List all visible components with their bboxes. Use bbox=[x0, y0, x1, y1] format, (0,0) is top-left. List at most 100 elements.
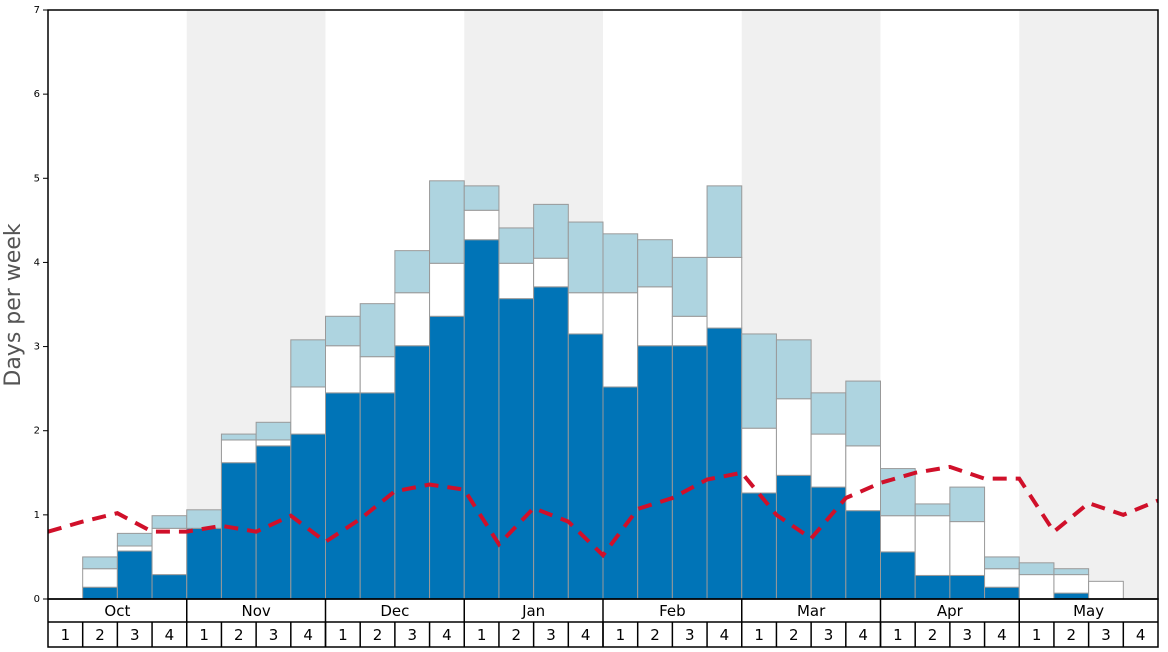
bar-segment bbox=[949, 521, 986, 576]
x-tick-label: 1 bbox=[754, 626, 764, 644]
bar-segment bbox=[706, 185, 743, 258]
bar-segment bbox=[325, 392, 361, 600]
bar-segment bbox=[498, 298, 535, 600]
x-tick-label: 2 bbox=[373, 626, 383, 644]
bar-segment bbox=[463, 209, 500, 241]
x-tick-label: 1 bbox=[1032, 626, 1042, 644]
x-tick-label: 4 bbox=[165, 626, 175, 644]
bar-segment bbox=[186, 509, 222, 529]
x-tick-label: 1 bbox=[893, 626, 903, 644]
month-label: Feb bbox=[659, 602, 686, 620]
bar-segment bbox=[984, 586, 1020, 600]
bar-segment bbox=[116, 545, 153, 552]
y-tick-label: 3 bbox=[34, 342, 40, 353]
x-tick-label: 1 bbox=[338, 626, 348, 644]
bar-segment bbox=[741, 333, 777, 429]
bar-segment bbox=[810, 486, 847, 600]
y-tick-label: 5 bbox=[34, 173, 40, 184]
bar-segment bbox=[151, 527, 188, 576]
x-tick-label: 1 bbox=[61, 626, 71, 644]
bar-segment bbox=[984, 568, 1020, 588]
bar-segment bbox=[394, 345, 431, 600]
bar-segment bbox=[845, 380, 881, 447]
month-label: Oct bbox=[104, 602, 130, 620]
bar-segment bbox=[567, 221, 604, 294]
bar-segment bbox=[186, 527, 222, 600]
y-axis-label: Days per week bbox=[1, 223, 26, 386]
y-tick-label: 2 bbox=[34, 426, 40, 437]
month-label: Nov bbox=[241, 602, 270, 620]
x-tick-label: 2 bbox=[789, 626, 799, 644]
bar-segment bbox=[463, 185, 500, 211]
bar-segment bbox=[567, 333, 604, 600]
bar-segment bbox=[220, 433, 257, 441]
x-tick-label: 3 bbox=[824, 626, 834, 644]
bar-segment bbox=[567, 292, 604, 335]
bar-segment bbox=[602, 386, 639, 600]
x-tick-label: 1 bbox=[199, 626, 209, 644]
x-tick-label: 3 bbox=[546, 626, 556, 644]
bar-segment bbox=[671, 345, 708, 600]
bar-segment bbox=[498, 262, 535, 300]
x-tick-label: 4 bbox=[1136, 626, 1146, 644]
bar-segment bbox=[1018, 562, 1055, 576]
bar-segment bbox=[463, 239, 500, 600]
bar-segment bbox=[810, 392, 847, 435]
bar-segment bbox=[880, 551, 916, 600]
bar-segment bbox=[1053, 592, 1090, 600]
x-tick-label: 2 bbox=[512, 626, 522, 644]
x-tick-label: 4 bbox=[997, 626, 1007, 644]
month-label: Mar bbox=[797, 602, 826, 620]
bar-segment bbox=[533, 203, 569, 259]
bar-segment bbox=[775, 339, 812, 400]
bar-segment bbox=[810, 433, 847, 488]
bar-segment bbox=[671, 315, 708, 347]
bar-segment bbox=[429, 180, 465, 264]
bar-segment bbox=[914, 574, 951, 600]
bar-segment bbox=[775, 474, 812, 600]
x-tick-label: 3 bbox=[130, 626, 140, 644]
x-tick-label: 3 bbox=[407, 626, 417, 644]
bar-segment bbox=[82, 556, 118, 570]
x-tick-label: 2 bbox=[928, 626, 938, 644]
average-line bbox=[47, 464, 1159, 559]
bar-segment bbox=[220, 439, 257, 464]
x-tick-label: 2 bbox=[650, 626, 660, 644]
bar-segment bbox=[498, 227, 535, 264]
x-tick-label: 4 bbox=[581, 626, 591, 644]
x-tick-label: 1 bbox=[477, 626, 487, 644]
bar-segment bbox=[637, 345, 673, 600]
bar-segment bbox=[116, 532, 153, 547]
bar-segment bbox=[741, 492, 777, 600]
bar-segment bbox=[429, 315, 465, 600]
bar-segment bbox=[325, 315, 361, 347]
bar-segment bbox=[914, 515, 951, 576]
bar-segment bbox=[82, 586, 118, 600]
bar-segment bbox=[637, 239, 673, 288]
bar-segment bbox=[255, 421, 292, 441]
bar-segment bbox=[1018, 574, 1055, 600]
y-tick-label: 4 bbox=[34, 257, 40, 268]
x-tick-label: 4 bbox=[720, 626, 730, 644]
x-tick-label: 3 bbox=[1101, 626, 1111, 644]
bar-segment bbox=[914, 503, 951, 517]
x-tick-label: 4 bbox=[442, 626, 452, 644]
month-label: Apr bbox=[937, 602, 964, 620]
bar-segment bbox=[637, 286, 673, 347]
bar-segment bbox=[116, 550, 153, 600]
bar-segment bbox=[706, 327, 743, 600]
bar-segment bbox=[533, 286, 569, 600]
month-label: Jan bbox=[521, 602, 545, 620]
y-tick-label: 1 bbox=[34, 510, 40, 521]
bar-segment bbox=[671, 256, 708, 317]
bar-segment bbox=[359, 356, 396, 394]
x-tick-label: 2 bbox=[234, 626, 244, 644]
bar-segment bbox=[845, 445, 881, 512]
bar-segment bbox=[429, 262, 465, 317]
bar-segment bbox=[880, 515, 916, 553]
month-label: May bbox=[1073, 602, 1104, 620]
bar-segment bbox=[706, 256, 743, 329]
bar-segment bbox=[1053, 574, 1090, 594]
month-band bbox=[1019, 10, 1158, 599]
